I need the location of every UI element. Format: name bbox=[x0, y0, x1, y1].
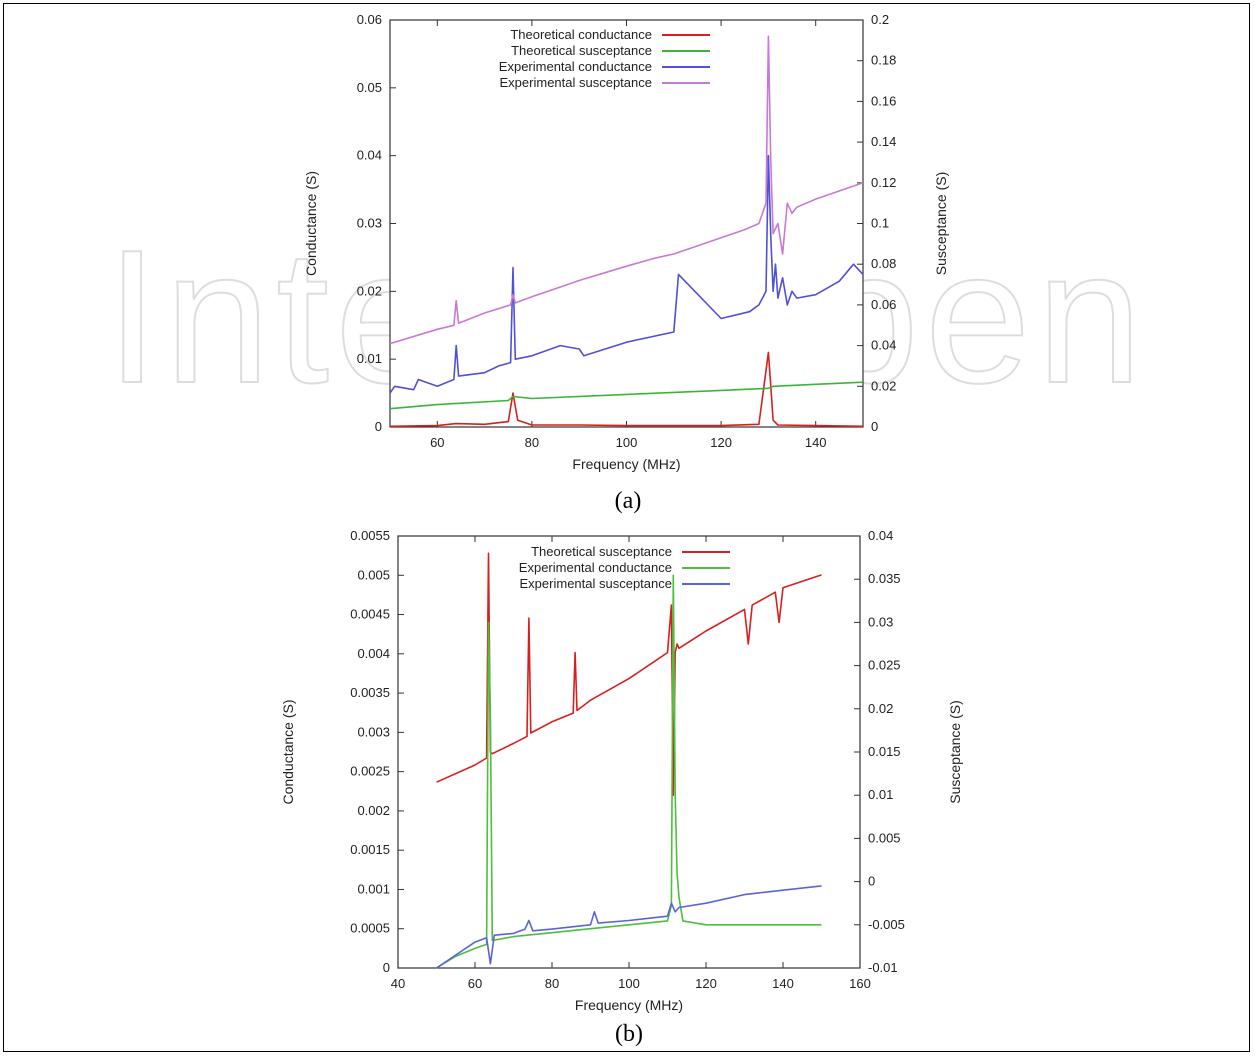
chart-0-legend-label-3: Experimental susceptance bbox=[500, 75, 652, 90]
chart-1-y2-tick-label: -0.01 bbox=[868, 960, 898, 975]
chart-0-y-axis-label: Conductance (S) bbox=[303, 171, 319, 276]
chart-0-series-0-line bbox=[389, 351, 864, 428]
chart-0-x-tick-label: 140 bbox=[805, 435, 827, 450]
chart-1-plot-area bbox=[397, 535, 861, 969]
chart-0-legend-label-0: Theoretical conductance bbox=[510, 27, 652, 42]
chart-0-x-tick-label: 120 bbox=[710, 435, 732, 450]
chart-0-y-tick-label: 0.03 bbox=[357, 216, 382, 231]
chart-1-x-tick-label: 120 bbox=[695, 976, 717, 991]
chart-1-y-tick-label: 0.002 bbox=[357, 803, 390, 818]
chart-1-y2-tick-label: 0.03 bbox=[868, 614, 893, 629]
chart-1-y2-tick-label: 0.035 bbox=[868, 571, 901, 586]
chart-1-y2-tick-label: 0.025 bbox=[868, 658, 901, 673]
chart-0-y2-tick-label: 0.16 bbox=[871, 93, 896, 108]
chart-1-y-tick-label: 0 bbox=[383, 960, 390, 975]
chart-1-legend-label-0: Theoretical susceptance bbox=[531, 544, 672, 559]
chart-1-y-tick-label: 0.0025 bbox=[350, 764, 390, 779]
chart-0-y-tick-label: 0.05 bbox=[357, 80, 382, 95]
chart-0-legend-label-1: Theoretical susceptance bbox=[511, 43, 652, 58]
chart-1-y-tick-label: 0.0005 bbox=[350, 921, 390, 936]
chart-1-series-1-line bbox=[436, 574, 822, 969]
chart-1-y2-tick-label: 0 bbox=[868, 874, 875, 889]
chart-0-y2-tick-label: 0.2 bbox=[871, 12, 889, 27]
chart-1-y-tick-label: 0.0015 bbox=[350, 842, 390, 857]
chart-0-y-tick-label: 0.04 bbox=[357, 148, 382, 163]
chart-0-series-3-line bbox=[389, 35, 864, 345]
chart-0-plot-area bbox=[389, 19, 864, 428]
chart-0-y2-tick-label: 0.02 bbox=[871, 378, 896, 393]
chart-1-y2-tick-label: 0.015 bbox=[868, 744, 901, 759]
chart-0-legend-label-2: Experimental conductance bbox=[499, 59, 652, 74]
chart-0-y2-axis-label: Susceptance (S) bbox=[933, 172, 949, 276]
chart-0-series-1-line bbox=[389, 381, 864, 410]
chart-0-x-tick-label: 100 bbox=[616, 435, 638, 450]
chart-1-y-tick-label: 0.001 bbox=[357, 881, 390, 896]
chart-0-y-tick-label: 0.06 bbox=[357, 12, 382, 27]
chart-1-x-tick-label: 100 bbox=[618, 976, 640, 991]
chart-1-y2-axis-label: Susceptance (S) bbox=[947, 700, 963, 804]
chart-1-y2-tick-label: -0.005 bbox=[868, 917, 905, 932]
chart-0-y-tick-label: 0.01 bbox=[357, 351, 382, 366]
chart-1-y2-tick-label: 0.005 bbox=[868, 830, 901, 845]
chart-1-y2-tick-label: 0.01 bbox=[868, 787, 893, 802]
figure-frame bbox=[3, 3, 1250, 1052]
chart-0-y2-tick-label: 0.14 bbox=[871, 134, 896, 149]
chart-0-y-tick-label: 0 bbox=[375, 419, 382, 434]
chart-0-x-tick-label: 80 bbox=[525, 435, 539, 450]
chart-0-y2-tick-label: 0.04 bbox=[871, 338, 896, 353]
chart-1-series-0-line bbox=[436, 552, 822, 797]
chart-1-x-tick-label: 80 bbox=[545, 976, 559, 991]
chart-0-y-tick-label: 0.02 bbox=[357, 283, 382, 298]
chart-1-y2-tick-label: 0.04 bbox=[868, 528, 893, 543]
chart-1-y-tick-label: 0.003 bbox=[357, 724, 390, 739]
chart-1-x-axis-label: Frequency (MHz) bbox=[575, 997, 683, 1013]
chart-0-y2-tick-label: 0.18 bbox=[871, 53, 896, 68]
chart-1-series-2-line bbox=[436, 885, 822, 969]
chart-0-y2-tick-label: 0.06 bbox=[871, 297, 896, 312]
chart-1-legend-label-2: Experimental susceptance bbox=[520, 576, 672, 591]
caption-b: (b) bbox=[615, 1021, 643, 1047]
chart-1-y-axis-label: Conductance (S) bbox=[280, 699, 296, 804]
chart-0-y2-tick-label: 0.08 bbox=[871, 256, 896, 271]
chart-0-series-2-line bbox=[389, 154, 864, 394]
caption-a: (a) bbox=[614, 488, 642, 514]
chart-0-y2-tick-label: 0 bbox=[871, 419, 878, 434]
chart-0-x-axis-label: Frequency (MHz) bbox=[572, 456, 680, 472]
chart-1-x-tick-label: 160 bbox=[849, 976, 871, 991]
chart-0-y2-tick-label: 0.1 bbox=[871, 216, 889, 231]
chart-1-y-tick-label: 0.0035 bbox=[350, 685, 390, 700]
chart-1-y-tick-label: 0.0045 bbox=[350, 607, 390, 622]
chart-1-y2-tick-label: 0.02 bbox=[868, 701, 893, 716]
chart-a: 60 80 100 120 140 0 0.01 0.02 0.03 0.04 0.05 0.06 0 0… bbox=[303, 12, 949, 472]
chart-0-x-tick-label: 60 bbox=[430, 435, 444, 450]
chart-1-x-tick-label: 60 bbox=[468, 976, 482, 991]
chart-1-y-tick-label: 0.005 bbox=[357, 567, 390, 582]
chart-1-x-tick-label: 140 bbox=[772, 976, 794, 991]
chart-1-y-tick-label: 0.0055 bbox=[350, 528, 390, 543]
chart-0-y2-tick-label: 0.12 bbox=[871, 175, 896, 190]
chart-1-x-tick-label: 40 bbox=[391, 976, 405, 991]
chart-1-y-tick-label: 0.004 bbox=[357, 646, 390, 661]
chart-1-legend-label-1: Experimental conductance bbox=[519, 560, 672, 575]
